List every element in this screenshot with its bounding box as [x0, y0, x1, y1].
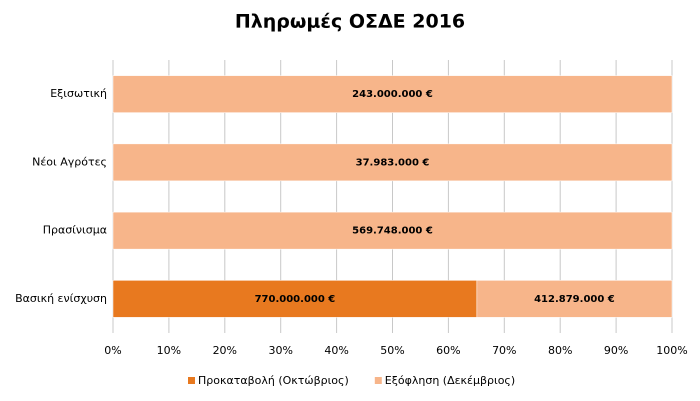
x-tick-label: 80%: [548, 344, 572, 357]
x-tick-label: 70%: [492, 344, 516, 357]
legend-swatch: [374, 377, 382, 384]
bar-segment: [112, 75, 673, 113]
bar-segment: [476, 280, 673, 318]
data-label: 412.879.000 €: [534, 294, 615, 305]
y-tick-label: Πρασίνισμα: [43, 224, 107, 237]
legend-label: Προκαταβολή (Οκτώβριος): [198, 374, 349, 387]
data-label: 770.000.000 €: [255, 294, 336, 305]
x-tick-label: 20%: [213, 344, 237, 357]
y-tick-label: Βασική ενίσχυση: [15, 292, 107, 305]
x-tick-label: 50%: [380, 344, 404, 357]
data-label: 243.000.000 €: [352, 89, 433, 100]
chart-title: Πληρωμές ΟΣΔΕ 2016: [235, 11, 465, 33]
y-tick-label: Εξισωτική: [50, 87, 107, 100]
x-tick-label: 100%: [656, 344, 687, 357]
x-tick-label: 40%: [324, 344, 348, 357]
bar-segment: [112, 280, 478, 318]
x-tick-label: 30%: [268, 344, 292, 357]
x-tick-label: 60%: [436, 344, 460, 357]
y-tick-label: Νέοι Αγρότες: [32, 155, 107, 168]
x-tick-label: 0%: [104, 344, 121, 357]
data-label: 37.983.000 €: [356, 157, 430, 168]
bar-segment: [112, 211, 673, 250]
legend-label: Εξόφληση (Δεκέμβριος): [385, 374, 515, 387]
x-tick-label: 90%: [604, 344, 628, 357]
x-tick-label: 10%: [157, 344, 181, 357]
legend-swatch: [188, 377, 195, 384]
data-label: 569.748.000 €: [352, 226, 433, 237]
bar-segment: [112, 143, 673, 182]
